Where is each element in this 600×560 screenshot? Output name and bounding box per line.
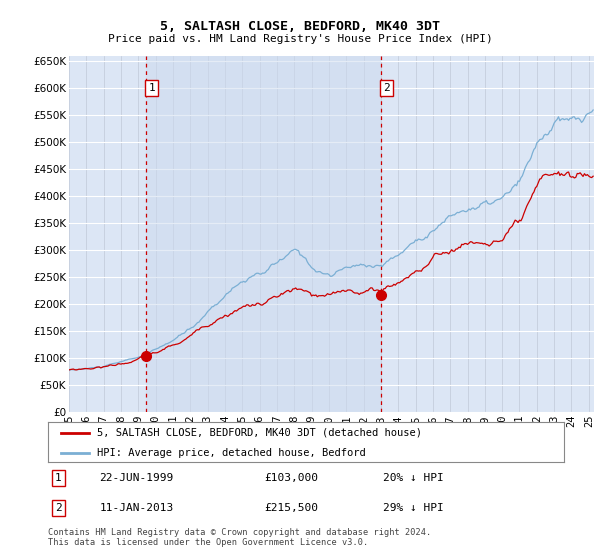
Text: 2: 2 bbox=[55, 503, 62, 513]
Text: 5, SALTASH CLOSE, BEDFORD, MK40 3DT (detached house): 5, SALTASH CLOSE, BEDFORD, MK40 3DT (det… bbox=[97, 428, 422, 437]
Text: £215,500: £215,500 bbox=[265, 503, 319, 513]
Text: 22-JUN-1999: 22-JUN-1999 bbox=[100, 473, 174, 483]
Text: 1: 1 bbox=[148, 83, 155, 93]
Bar bbox=[146, 56, 382, 412]
Text: HPI: Average price, detached house, Bedford: HPI: Average price, detached house, Bedf… bbox=[97, 448, 366, 458]
Text: Contains HM Land Registry data © Crown copyright and database right 2024.
This d: Contains HM Land Registry data © Crown c… bbox=[48, 528, 431, 547]
Text: 29% ↓ HPI: 29% ↓ HPI bbox=[383, 503, 444, 513]
Text: 2: 2 bbox=[383, 83, 390, 93]
Text: 1: 1 bbox=[55, 473, 62, 483]
Text: 5, SALTASH CLOSE, BEDFORD, MK40 3DT: 5, SALTASH CLOSE, BEDFORD, MK40 3DT bbox=[160, 20, 440, 32]
Text: £103,000: £103,000 bbox=[265, 473, 319, 483]
Text: 11-JAN-2013: 11-JAN-2013 bbox=[100, 503, 174, 513]
Text: 20% ↓ HPI: 20% ↓ HPI bbox=[383, 473, 444, 483]
Text: Price paid vs. HM Land Registry's House Price Index (HPI): Price paid vs. HM Land Registry's House … bbox=[107, 34, 493, 44]
